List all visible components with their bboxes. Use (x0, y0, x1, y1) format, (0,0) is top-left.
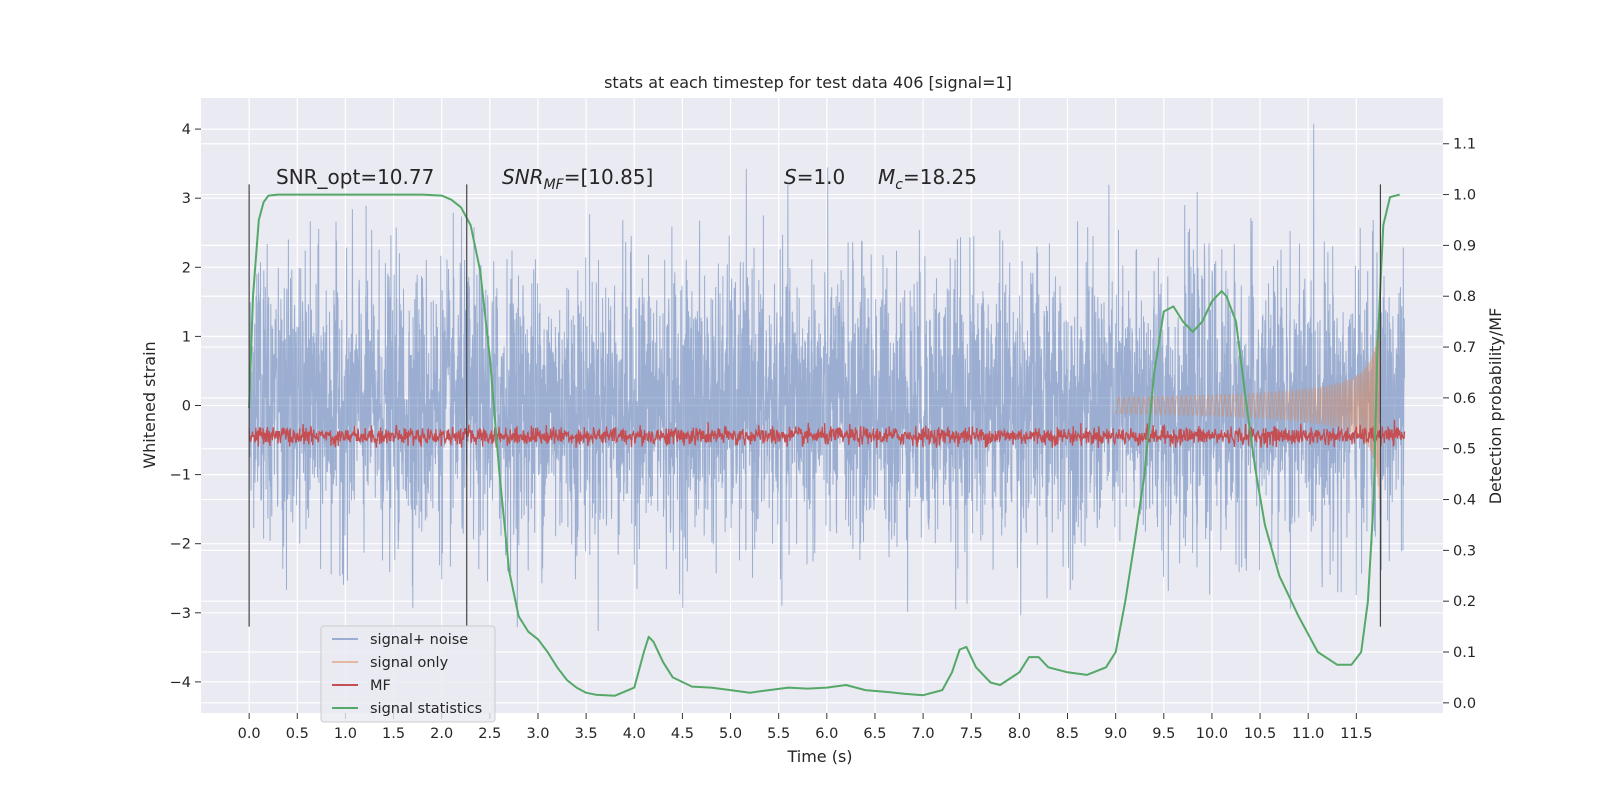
y2-axis-label: Detection probability/MF (1486, 308, 1505, 505)
x-tick-label: 6.5 (863, 726, 886, 742)
annotation-s: S=1.0 (784, 165, 845, 189)
series-signal-noise (248, 123, 1405, 632)
annotation-snr-opt: SNR_opt=10.77 (276, 165, 434, 189)
annotation-snr-mf-value: =[10.85] (564, 165, 654, 189)
y-tick-label: 2 (182, 260, 191, 276)
chart-title: stats at each timestep for test data 406… (604, 73, 1012, 92)
mf-line (248, 419, 1406, 448)
y-tick-label: 4 (182, 122, 191, 138)
x-tick-label: 3.5 (575, 726, 598, 742)
y-tick-label: −4 (170, 675, 191, 691)
y-axis-left: 4 3 2 1 0 −1 −2 −3 −4 (170, 122, 201, 691)
legend-label-signal-only: signal only (370, 655, 449, 671)
y2-tick-label: 0.6 (1453, 391, 1476, 407)
x-axis: 0.0 0.5 1.0 1.5 2.0 2.5 3.0 3.5 4.0 4.5 5.0 5.5 6.0 6… (238, 713, 1372, 742)
y2-tick-label: 1.1 (1453, 137, 1476, 153)
annotation-s-value: =1.0 (797, 165, 846, 189)
x-tick-label: 0.0 (238, 726, 261, 742)
x-tick-label: 1.5 (382, 726, 405, 742)
annotation-snr-mf: SNRMF=[10.85] (502, 165, 653, 193)
annotation-mc-value: =18.25 (903, 165, 977, 189)
y2-tick-label: 0.2 (1453, 594, 1476, 610)
y2-tick-label: 0.4 (1453, 493, 1476, 509)
y2-tick-label: 0.7 (1453, 340, 1476, 356)
legend: signal+ noise signal only MF signal stat… (320, 625, 496, 723)
y-tick-label: −1 (170, 468, 191, 484)
x-tick-label: 2.5 (478, 726, 501, 742)
y-tick-label: 1 (182, 329, 191, 345)
y-tick-label: −3 (170, 606, 191, 622)
x-tick-label: 7.5 (960, 726, 983, 742)
y2-tick-label: 0.1 (1453, 645, 1476, 661)
x-tick-label: 11.5 (1340, 726, 1372, 742)
x-tick-label: 4.5 (671, 726, 694, 742)
y2-tick-label: 0.9 (1453, 238, 1476, 254)
x-tick-label: 6.0 (815, 726, 838, 742)
legend-label-mf: MF (370, 678, 391, 694)
x-tick-label: 9.5 (1152, 726, 1175, 742)
legend-label-signal-statistics: signal statistics (370, 701, 482, 717)
series-mf (248, 419, 1406, 448)
y2-tick-label: 0.5 (1453, 442, 1476, 458)
x-tick-label: 1.0 (334, 726, 357, 742)
y2-tick-label: 0.3 (1453, 543, 1476, 559)
x-tick-label: 9.0 (1104, 726, 1127, 742)
x-tick-label: 5.5 (767, 726, 790, 742)
legend-label-signal-noise: signal+ noise (370, 632, 468, 648)
x-tick-label: 8.5 (1056, 726, 1079, 742)
annotation-snr-mf-subscript: MF (544, 177, 565, 193)
annotation-snr-mf-symbol: SNR (502, 165, 544, 189)
signal-statistics-line (248, 193, 1400, 697)
x-tick-label: 7.0 (912, 726, 935, 742)
x-tick-label: 0.5 (286, 726, 309, 742)
x-tick-label: 5.0 (719, 726, 742, 742)
y2-tick-label: 0.0 (1453, 696, 1476, 712)
noise-line (248, 123, 1405, 632)
x-tick-label: 10.5 (1244, 726, 1276, 742)
marker-vlines (248, 184, 1382, 627)
annotation-mc-symbol: M (878, 165, 895, 189)
x-tick-label: 8.0 (1008, 726, 1031, 742)
legend-box (320, 625, 496, 723)
x-tick-label: 3.0 (526, 726, 549, 742)
x-tick-label: 2.0 (430, 726, 453, 742)
y2-tick-label: 1.0 (1453, 188, 1476, 204)
y-tick-label: 0 (182, 399, 191, 415)
y-axis-right: 1.1 1.0 0.9 0.8 0.7 0.6 0.5 0.4 0.3 0.2 0.1 0.0 (1443, 137, 1476, 712)
annotation-mc-subscript: c (895, 177, 903, 193)
annotation-mc: Mc=18.25 (878, 165, 977, 193)
x-tick-label: 11.0 (1292, 726, 1324, 742)
series-signal-statistics (248, 193, 1400, 697)
y2-tick-label: 0.8 (1453, 289, 1476, 305)
x-axis-label: Time (s) (786, 747, 852, 766)
annotation-s-symbol: S (784, 165, 797, 189)
x-tick-label: 10.0 (1196, 726, 1228, 742)
x-tick-label: 4.0 (623, 726, 646, 742)
y-tick-label: −2 (170, 537, 191, 553)
y-axis-label: Whitened strain (140, 341, 159, 468)
y-tick-label: 3 (182, 191, 191, 207)
